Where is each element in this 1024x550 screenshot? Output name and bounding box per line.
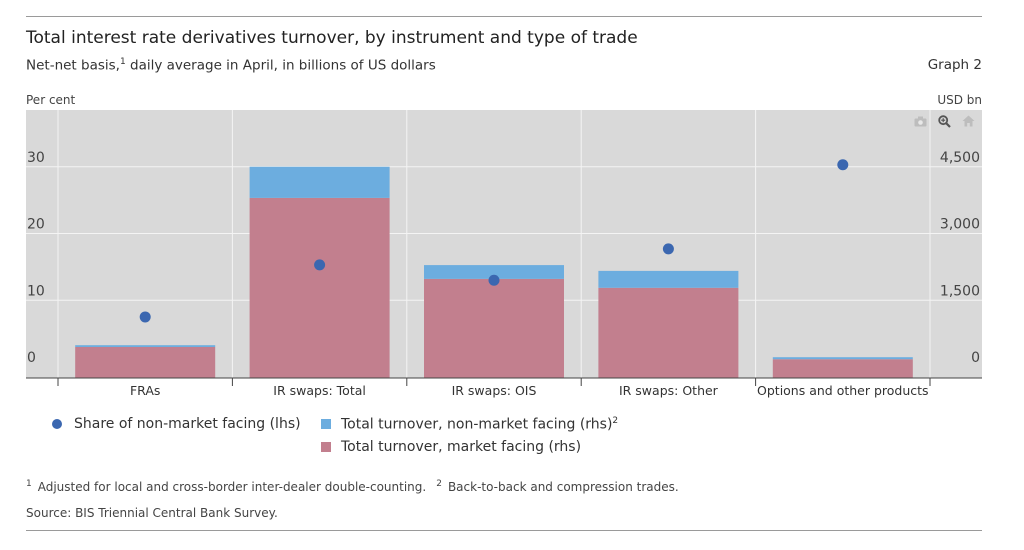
footnote-2-mark: 2	[436, 479, 442, 489]
bar-market-facing	[598, 287, 739, 378]
bar-non-market-facing	[75, 345, 216, 347]
zoom-icon[interactable]	[935, 112, 953, 130]
dot-layer	[139, 159, 849, 323]
tick-layer: 0 10 20 30 0 1,500 3,000 4,500 FRAs IR swaps: Tot…	[27, 150, 980, 398]
left-y-tick-label: 20	[27, 217, 45, 233]
legend-footnote-mark: 2	[612, 416, 619, 426]
share-dot	[662, 243, 674, 255]
bar-market-facing	[249, 197, 390, 378]
subtitle-rest: daily average in April, in billions of U…	[125, 57, 436, 74]
legend-dot-swatch	[52, 419, 62, 429]
left-y-tick-label: 10	[27, 283, 45, 299]
share-dot	[314, 259, 326, 271]
left-y-tick-label: 0	[27, 350, 36, 366]
legend-label-non-market: Total turnover, non-market facing (rhs)2	[341, 416, 618, 433]
share-dot	[488, 274, 500, 286]
legend-label-share: Share of non-market facing (lhs)	[74, 416, 301, 432]
chart-subtitle: Net-net basis,1 daily average in April, …	[26, 57, 436, 74]
bar-non-market-facing	[598, 270, 739, 288]
x-tick-label: IR swaps: Total	[273, 383, 366, 398]
bottom-rule	[26, 530, 982, 531]
graph-number: Graph 2	[927, 57, 982, 73]
right-y-tick-label: 3,000	[940, 217, 980, 233]
subtitle-main: Net-net basis,	[26, 57, 120, 74]
bar-market-facing	[75, 346, 216, 378]
legend-label-market: Total turnover, market facing (rhs)	[341, 439, 582, 455]
legend-box-swatch	[321, 419, 331, 430]
x-tick-label: FRAs	[130, 383, 160, 398]
right-y-tick-label: 1,500	[940, 283, 980, 299]
home-icon[interactable]	[959, 112, 977, 130]
chart-svg: 0 10 20 30 0 1,500 3,000 4,500 FRAs IR swaps: Tot…	[26, 110, 982, 398]
left-y-tick-label: 30	[27, 150, 45, 166]
footnote-1-text: Adjusted for local and cross-border inte…	[37, 480, 427, 494]
right-y-tick-label: 0	[971, 350, 980, 366]
bar-non-market-facing	[249, 166, 390, 198]
bar-market-facing	[424, 278, 564, 378]
legend-box-swatch	[321, 442, 331, 452]
x-tick-label: IR swaps: OIS	[452, 383, 537, 398]
footnote-1-mark: 1	[26, 479, 32, 489]
bar-non-market-facing	[424, 265, 564, 279]
subtitle-footnote-mark: 1	[119, 57, 126, 67]
legend-label-non-market-text: Total turnover, non-market facing (rhs)	[341, 416, 613, 433]
source-note: Source: BIS Triennial Central Bank Surve…	[26, 506, 278, 520]
x-tick-label: IR swaps: Other	[619, 383, 719, 398]
camera-icon[interactable]	[911, 112, 929, 130]
footnote-2-text: Back-to-back and compression trades.	[447, 480, 679, 494]
bar-non-market-facing	[772, 357, 913, 360]
right-y-tick-label: 4,500	[940, 150, 980, 166]
top-rule	[26, 16, 982, 17]
share-dot	[139, 311, 151, 323]
chart-title: Total interest rate derivatives turnover…	[26, 28, 638, 48]
left-axis-unit: Per cent	[26, 93, 76, 107]
chart-modebar	[905, 111, 983, 131]
bar-layer	[75, 166, 913, 378]
footnotes: 1 Adjusted for local and cross-border int…	[26, 479, 679, 494]
bar-market-facing	[772, 359, 913, 378]
x-tick-label: Options and other products	[757, 383, 929, 398]
legend-item-share[interactable]: Share of non-market facing (lhs)	[52, 416, 301, 432]
share-dot	[837, 159, 849, 171]
legend-item-market[interactable]: Total turnover, market facing (rhs)	[321, 439, 581, 455]
right-axis-unit: USD bn	[937, 93, 982, 107]
legend-item-non-market[interactable]: Total turnover, non-market facing (rhs)2	[321, 416, 618, 433]
